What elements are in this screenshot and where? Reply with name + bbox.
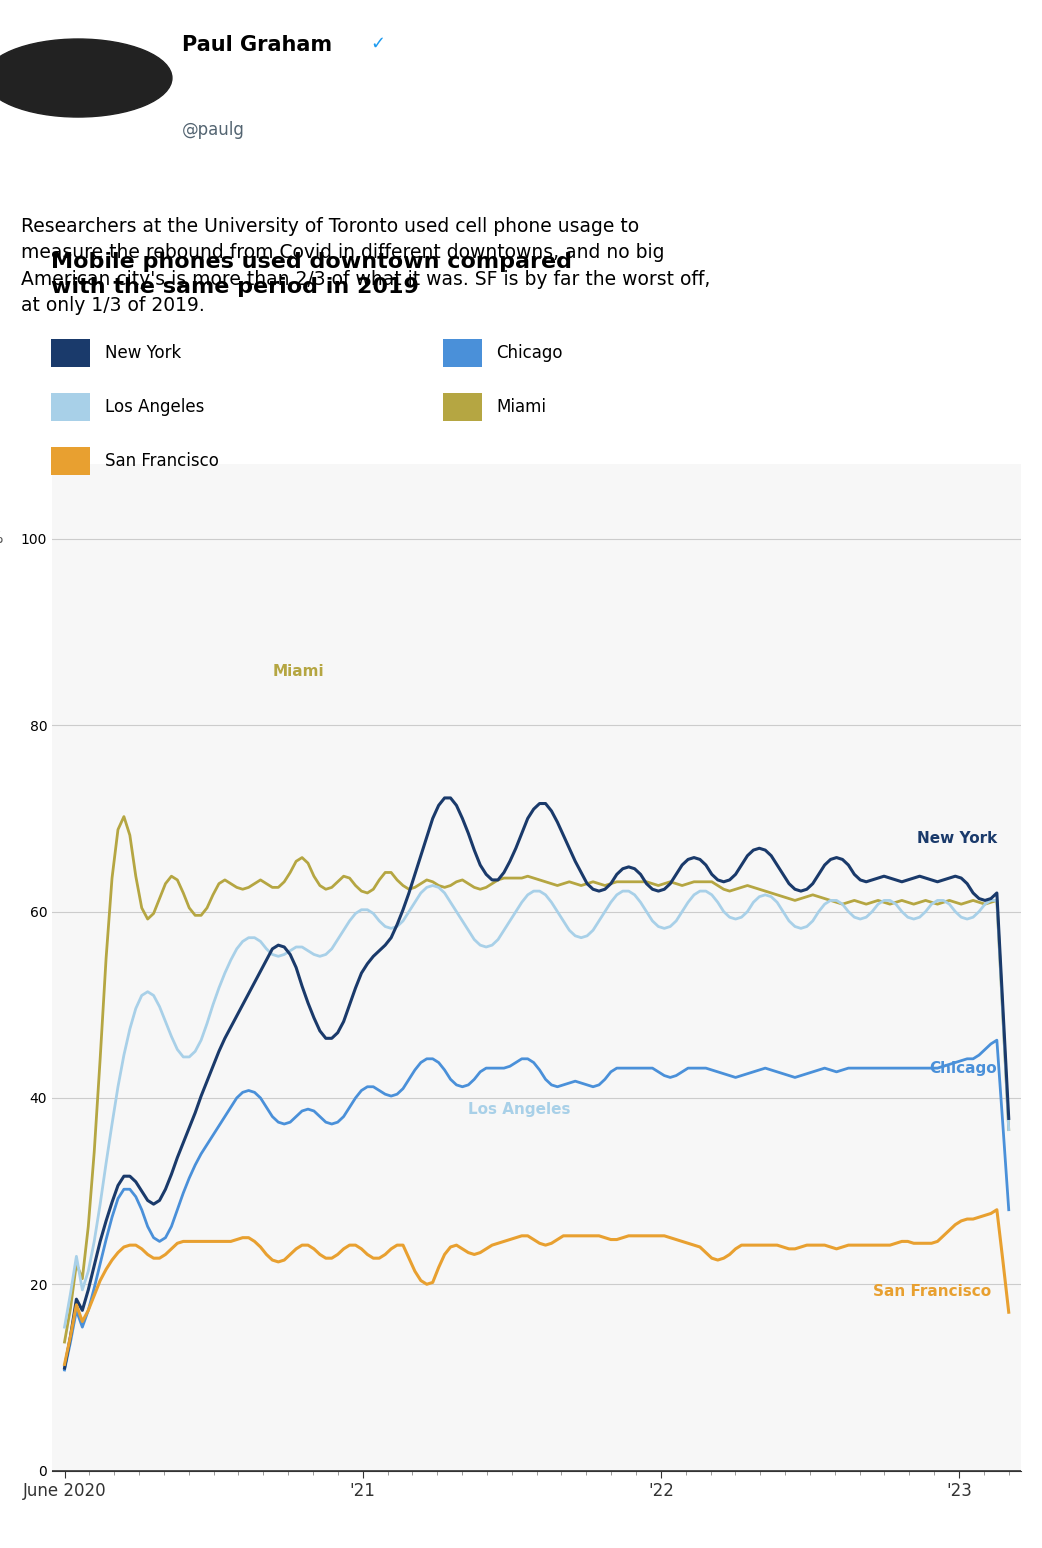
FancyBboxPatch shape bbox=[51, 447, 90, 475]
Text: San Francisco: San Francisco bbox=[873, 1285, 991, 1299]
Text: Los Angeles: Los Angeles bbox=[104, 398, 204, 416]
Text: Chicago: Chicago bbox=[496, 344, 563, 362]
Circle shape bbox=[0, 39, 172, 118]
Text: 100%: 100% bbox=[0, 531, 3, 546]
Text: Paul Graham: Paul Graham bbox=[182, 34, 332, 54]
Text: Miami: Miami bbox=[496, 398, 546, 416]
Text: Researchers at the University of Toronto used cell phone usage to
measure the re: Researchers at the University of Toronto… bbox=[21, 217, 711, 316]
Text: Los Angeles: Los Angeles bbox=[468, 1102, 571, 1116]
Text: Chicago: Chicago bbox=[929, 1060, 997, 1076]
Text: ✓: ✓ bbox=[370, 34, 386, 53]
FancyBboxPatch shape bbox=[51, 339, 90, 367]
Text: New York: New York bbox=[104, 344, 181, 362]
Text: @paulg: @paulg bbox=[182, 121, 245, 139]
Text: Miami: Miami bbox=[272, 664, 324, 678]
Text: New York: New York bbox=[917, 831, 997, 847]
Text: San Francisco: San Francisco bbox=[104, 452, 219, 471]
FancyBboxPatch shape bbox=[443, 393, 481, 421]
FancyBboxPatch shape bbox=[51, 393, 90, 421]
Text: Mobile phones used downtown compared
with the same period in 2019: Mobile phones used downtown compared wit… bbox=[51, 252, 572, 297]
FancyBboxPatch shape bbox=[443, 339, 481, 367]
